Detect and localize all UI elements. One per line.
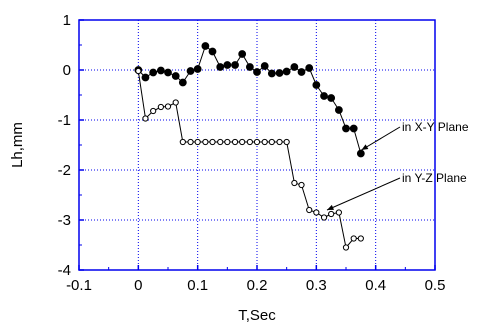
data-point (356, 149, 365, 158)
data-point (276, 138, 283, 146)
annotation-1: in X-Y Plane (361, 120, 469, 151)
axis-ticks (78, 19, 436, 271)
y-tick-label: -4 (58, 262, 71, 279)
data-point (186, 67, 195, 75)
data-point (283, 138, 290, 146)
data-point (172, 99, 179, 106)
data-point (194, 138, 201, 146)
data-point (327, 94, 336, 102)
series-group (134, 42, 365, 251)
annotation-label: in X-Y Plane (402, 120, 469, 134)
data-point (320, 214, 328, 221)
data-point (334, 106, 343, 114)
data-point (253, 68, 261, 76)
data-point (305, 64, 314, 72)
data-point (216, 63, 225, 71)
data-point (201, 42, 210, 50)
x-tick-label: -0.1 (66, 277, 92, 294)
annotation-arrowhead (327, 204, 335, 210)
x-tick-label: 0.1 (187, 277, 208, 294)
data-point (291, 179, 298, 187)
data-point (217, 138, 224, 146)
data-point (187, 138, 194, 146)
data-point (335, 209, 342, 216)
annotation-arrow (361, 126, 401, 151)
x-tick-label: 0.3 (306, 277, 327, 294)
y-axis-title: Lh,mm (9, 122, 26, 168)
data-point (298, 181, 305, 189)
data-point (156, 66, 165, 75)
data-point (231, 61, 239, 69)
data-point (282, 67, 291, 76)
data-point (149, 68, 158, 77)
tick-labels: -0.1 0 0.1 0.2 0.3 0.4 0.5 -4 -3 -2 -1 0 1 (58, 12, 446, 294)
annotation-label: in Y-Z Plane (402, 171, 467, 185)
data-point (297, 68, 306, 76)
data-point (171, 72, 180, 80)
data-point (342, 124, 350, 133)
y-tick-label: 1 (63, 12, 71, 29)
data-point (202, 138, 209, 146)
data-point (328, 210, 335, 218)
data-point (238, 50, 247, 58)
data-point (164, 68, 172, 77)
data-point (142, 115, 149, 122)
data-point (312, 81, 321, 89)
data-point (290, 63, 299, 71)
series-line (137, 45, 362, 154)
data-point (231, 138, 239, 146)
data-point (239, 138, 246, 146)
x-axis-title: T,Sec (238, 307, 276, 324)
y-tick-label: -1 (58, 112, 71, 129)
y-tick-label: -3 (58, 212, 71, 229)
data-point (246, 138, 253, 146)
data-point (135, 67, 142, 75)
data-point (342, 244, 350, 251)
data-point (164, 103, 172, 110)
data-point (261, 138, 268, 146)
data-point (268, 138, 275, 146)
x-tick-label: 0.2 (247, 277, 268, 294)
data-point (320, 92, 328, 100)
series-2 (135, 67, 364, 251)
data-point (349, 124, 358, 133)
data-point (306, 206, 313, 214)
annotations: in X-Y Plane in Y-Z Plane (326, 120, 469, 211)
y-tick-label: -2 (58, 162, 71, 179)
annotation-2: in Y-Z Plane (326, 171, 467, 211)
data-point (245, 63, 254, 71)
data-point (208, 47, 217, 56)
data-point (223, 61, 232, 69)
data-point (267, 69, 276, 78)
annotation-arrowhead (361, 144, 369, 150)
data-point (141, 73, 150, 82)
data-point (209, 138, 216, 146)
data-point (260, 62, 269, 70)
y-tick-label: 0 (63, 62, 71, 79)
series-1 (134, 42, 365, 158)
annotation-arrow (326, 177, 401, 211)
data-point (193, 65, 202, 73)
x-tick-label: 0.4 (365, 277, 386, 294)
data-point (275, 69, 284, 77)
data-point (179, 138, 186, 146)
data-point (357, 235, 364, 242)
data-point (157, 103, 164, 111)
x-tick-label: 0 (134, 277, 142, 294)
data-point (178, 78, 187, 87)
x-tick-label: 0.5 (425, 277, 446, 294)
data-point (253, 138, 261, 146)
data-point (224, 138, 231, 146)
data-point (150, 107, 157, 115)
data-point (313, 209, 320, 216)
data-point (350, 235, 357, 242)
